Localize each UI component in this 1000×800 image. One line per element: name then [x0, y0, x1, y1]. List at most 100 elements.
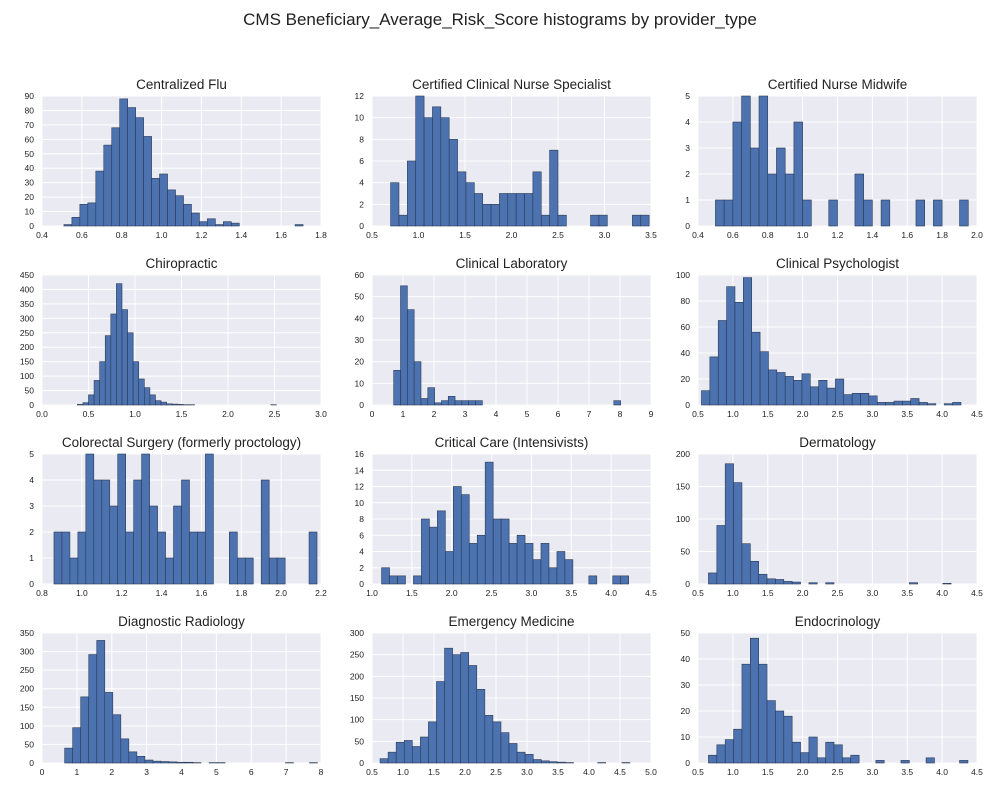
y-tick-label: 50	[25, 149, 35, 159]
x-tick-label: 3	[463, 409, 468, 419]
histogram-bar	[952, 402, 962, 406]
histogram-bar	[959, 199, 969, 227]
histogram-bar	[231, 222, 240, 227]
y-tick-label: 10	[681, 732, 691, 742]
histogram-bar	[918, 402, 928, 406]
histogram-panel: 0.5 1.0 1.5 2.0 2.5 3.0 3.5 0 2 4 6 8 10 12 Certified …	[355, 77, 658, 240]
x-tick-label: 0.5	[692, 588, 704, 598]
x-tick-label: 4.5	[614, 767, 626, 777]
x-tick-label: 1.5	[762, 588, 774, 598]
histogram-bar	[415, 95, 425, 227]
y-tick-label: 8	[359, 134, 364, 144]
histogram-bar	[141, 453, 150, 585]
histogram-bar	[93, 380, 100, 406]
histogram-bar	[96, 640, 106, 764]
x-tick-label: 2.5	[486, 588, 498, 598]
histogram-bar	[743, 277, 753, 406]
histogram-bar	[413, 361, 422, 406]
histogram-bar	[783, 581, 793, 585]
histogram-panel: 0.4 0.6 0.8 1.0 1.2 1.4 1.6 1.8 0 10 20 30 40 50 60 70 8…	[25, 77, 328, 240]
histogram-bar	[791, 741, 801, 764]
histogram-bar	[850, 754, 860, 764]
x-tick-label: 1.4	[235, 230, 247, 240]
x-tick-label: 2.2	[315, 588, 327, 598]
histogram-panel: 0.5 1.0 1.5 2.0 2.5 3.0 3.5 4.0 4.5 0 10 20 30 40 50 En…	[681, 614, 984, 777]
histogram-bar	[294, 224, 304, 227]
histogram-bar	[420, 398, 429, 406]
histogram-bar	[515, 193, 525, 227]
x-tick-label: 1.0	[366, 588, 378, 598]
x-tick-label: 2.0	[506, 230, 518, 240]
histogram-bar	[793, 379, 803, 406]
histogram-bar	[507, 193, 517, 227]
y-tick-label: 50	[355, 736, 365, 746]
histogram-bar	[816, 757, 826, 764]
histogram-bar	[843, 394, 853, 406]
y-tick-label: 200	[676, 449, 690, 459]
histogram-bar	[72, 727, 82, 764]
histogram-bar	[860, 392, 870, 406]
histogram-bar	[465, 182, 475, 227]
histogram-bar	[767, 173, 777, 227]
histogram-bar	[379, 758, 389, 764]
y-tick-label: 10	[355, 378, 365, 388]
histogram-bar	[390, 182, 400, 227]
x-tick-label: 2.5	[832, 767, 844, 777]
histogram-bar	[395, 741, 405, 764]
histogram-bar	[152, 760, 162, 764]
x-tick-label: 2.5	[552, 230, 564, 240]
histogram-bar	[403, 740, 413, 764]
y-tick-label: 1	[685, 195, 690, 205]
x-tick-label: 0	[40, 767, 45, 777]
y-tick-label: 100	[676, 514, 690, 524]
histogram-bar	[468, 665, 478, 764]
histogram-bar	[793, 121, 803, 227]
y-tick-label: 10	[25, 207, 35, 217]
histogram-bar	[557, 214, 567, 227]
histogram-bar	[880, 199, 891, 227]
x-tick-label: 2	[109, 767, 114, 777]
histogram-bar	[500, 732, 510, 764]
histogram-bar	[484, 461, 494, 585]
histogram-bar	[475, 400, 483, 406]
y-tick-label: 2	[359, 563, 364, 573]
histogram-bar	[851, 392, 861, 406]
histogram-bar	[842, 757, 852, 764]
histogram-bar	[802, 199, 812, 227]
histogram-bar	[173, 505, 182, 585]
histogram-bar	[121, 309, 128, 406]
histogram-bar	[165, 557, 174, 585]
histogram-bar	[104, 335, 112, 406]
x-tick-label: 0.4	[36, 230, 48, 240]
x-tick-label: 2.0	[446, 588, 458, 598]
histogram-bar	[229, 531, 238, 585]
histogram-bar	[398, 214, 408, 227]
histogram-bar	[598, 214, 608, 227]
histogram-bar	[708, 572, 718, 585]
x-tick-label: 1.5	[762, 409, 774, 419]
x-tick-label: 0	[370, 409, 375, 419]
histogram-bar	[444, 647, 453, 764]
x-tick-label: 0.5	[692, 767, 704, 777]
x-tick-label: 4.5	[971, 588, 983, 598]
histogram-bar	[144, 759, 154, 764]
histogram-bar	[732, 121, 742, 227]
histogram-bar	[168, 761, 178, 764]
y-tick-label: 20	[681, 706, 691, 716]
x-tick-label: 5	[214, 767, 219, 777]
histogram-bar	[925, 757, 935, 764]
histogram-panel: 0.4 0.6 0.8 1.0 1.2 1.4 1.6 1.8 2.0 0 1 2 3 4 5 Certifi…	[685, 77, 983, 240]
y-tick-label: 50	[681, 628, 691, 638]
x-tick-label: 1.5	[406, 588, 418, 598]
histogram-bar	[476, 689, 486, 764]
histogram-bar	[159, 173, 168, 227]
histogram-bar	[381, 567, 390, 585]
histogram-bar	[499, 193, 509, 227]
x-tick-label: 4.0	[936, 767, 948, 777]
histogram-bar	[910, 398, 920, 406]
histogram-bar	[524, 193, 534, 227]
histogram-bar	[490, 204, 500, 227]
histogram-bar	[460, 652, 470, 764]
